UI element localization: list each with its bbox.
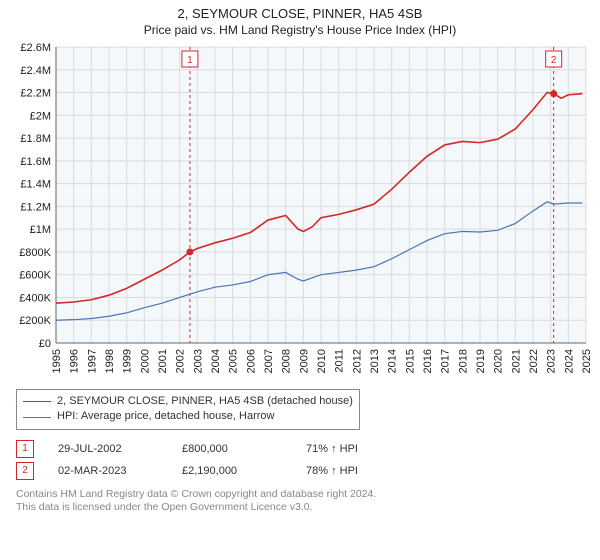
x-tick-label: 2005 [228,349,240,373]
legend-row: HPI: Average price, detached house, Harr… [23,409,353,424]
x-tick-label: 2007 [263,349,275,373]
sale-marker-row: 2 02-MAR-2023 £2,190,000 78% ↑ HPI [16,462,584,480]
y-tick-label: £400K [19,292,51,304]
x-tick-label: 2018 [457,349,469,373]
x-tick-label: 2011 [334,349,346,373]
chart-footer: 2, SEYMOUR CLOSE, PINNER, HA5 4SB (detac… [16,389,584,515]
x-tick-label: 2004 [210,349,222,373]
sale-flag-label: 2 [551,55,557,66]
x-tick-label: 1999 [122,349,134,373]
sale-marker-index-box: 1 [16,440,34,458]
attribution-text: Contains HM Land Registry data © Crown c… [16,488,584,515]
legend-label: HPI: Average price, detached house, Harr… [57,409,274,424]
y-tick-label: £1.8M [20,133,51,145]
chart-svg: £0 £200K £400K £600K £800K £1M £1.2M £1.4M £1.6M… [8,43,592,383]
y-tick-label: £1.2M [20,201,51,213]
x-tick-label: 2024 [563,349,575,373]
x-tick-label: 2012 [351,349,363,373]
x-tick-label: 1997 [86,349,98,373]
x-tick-label: 1995 [51,349,63,373]
sale-marker-pct: 71% ↑ HPI [306,443,406,455]
legend-swatch [23,417,51,418]
x-tick-label: 1998 [104,349,116,373]
y-tick-label: £200K [19,315,51,327]
sale-marker-date: 02-MAR-2023 [58,465,158,477]
sale-marker-pct: 78% ↑ HPI [306,465,406,477]
y-tick-label: £0 [39,338,51,350]
sale-marker-date: 29-JUL-2002 [58,443,158,455]
sale-marker-row: 1 29-JUL-2002 £800,000 71% ↑ HPI [16,440,584,458]
plot-area: £0 £200K £400K £600K £800K £1M £1.2M £1.4M £1.6M… [8,43,592,383]
y-tick-label: £2M [30,110,51,122]
sale-marker-price: £2,190,000 [182,465,282,477]
x-tick-label: 2003 [192,349,204,373]
legend-swatch [23,401,51,402]
legend-label: 2, SEYMOUR CLOSE, PINNER, HA5 4SB (detac… [57,394,353,409]
x-tick-label: 2014 [387,349,399,373]
y-tick-label: £2.2M [20,88,51,100]
x-tick-label: 2023 [546,349,558,373]
y-tick-label: £800K [19,247,51,259]
x-tick-label: 2001 [157,349,169,373]
y-tick-label: £1.6M [20,156,51,168]
x-tick-label: 2016 [422,349,434,373]
attribution-line-2: This data is licensed under the Open Gov… [16,501,584,515]
y-tick-label: £600K [19,270,51,282]
y-tick-label: £1.4M [20,179,51,191]
x-tick-label: 2021 [510,349,522,373]
y-tick-label: £2.6M [20,43,51,54]
x-tick-label: 2020 [493,349,505,373]
sale-flag-label: 1 [187,55,193,66]
sale-marker-price: £800,000 [182,443,282,455]
x-tick-label: 1996 [69,349,81,373]
chart-title-main: 2, SEYMOUR CLOSE, PINNER, HA5 4SB [8,6,592,21]
attribution-line-1: Contains HM Land Registry data © Crown c… [16,488,584,502]
x-tick-label: 2015 [404,349,416,373]
x-tick-label: 2002 [175,349,187,373]
x-tick-label: 2009 [298,349,310,373]
x-tick-label: 2013 [369,349,381,373]
chart-container: 2, SEYMOUR CLOSE, PINNER, HA5 4SB Price … [0,0,600,519]
x-tick-label: 2000 [139,349,151,373]
y-tick-label: £1M [30,224,51,236]
x-tick-label: 2019 [475,349,487,373]
x-tick-label: 2017 [440,349,452,373]
sale-marker-index-box: 2 [16,462,34,480]
legend-box: 2, SEYMOUR CLOSE, PINNER, HA5 4SB (detac… [16,389,360,430]
x-tick-label: 2025 [581,349,592,373]
y-tick-label: £2.4M [20,65,51,77]
legend-row: 2, SEYMOUR CLOSE, PINNER, HA5 4SB (detac… [23,394,353,409]
chart-title-sub: Price paid vs. HM Land Registry's House … [8,23,592,37]
x-tick-label: 2006 [245,349,257,373]
x-tick-label: 2022 [528,349,540,373]
x-tick-label: 2010 [316,349,328,373]
sale-marker-table: 1 29-JUL-2002 £800,000 71% ↑ HPI 2 02-MAR-202… [16,440,584,480]
x-tick-label: 2008 [281,349,293,373]
